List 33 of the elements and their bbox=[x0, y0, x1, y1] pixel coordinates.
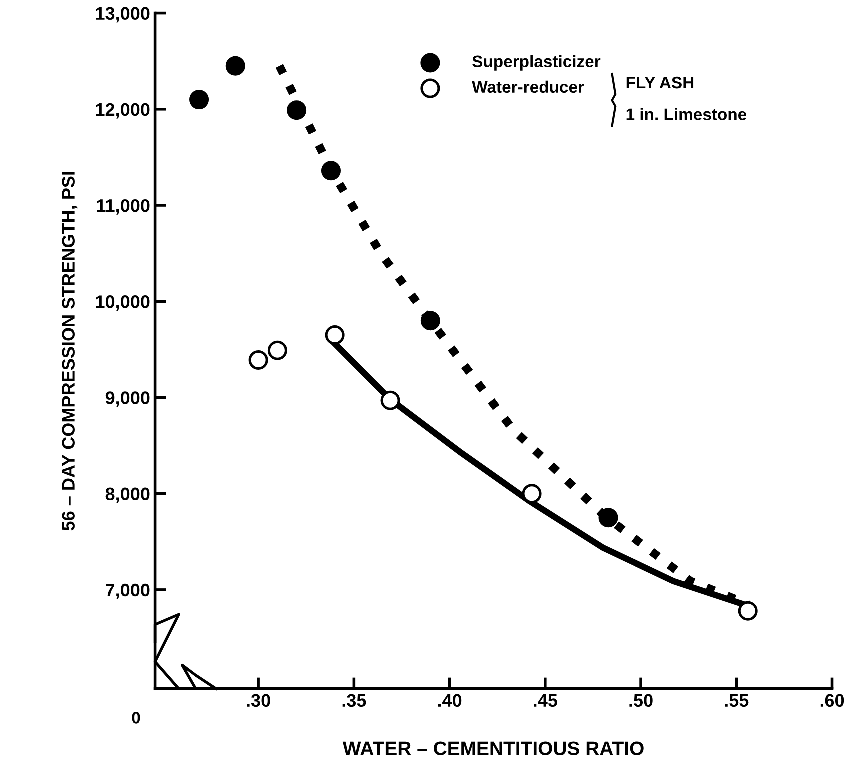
y-tick-label: 10,000 bbox=[96, 296, 150, 311]
y-tick-label: 12,000 bbox=[96, 103, 150, 119]
point bbox=[321, 161, 341, 181]
y-tick-label: 11,000 bbox=[97, 199, 150, 215]
y-tick-label: 8,000 bbox=[106, 488, 150, 504]
x-tick-label: .40 bbox=[438, 694, 462, 708]
point bbox=[248, 350, 268, 370]
text: 0 bbox=[132, 712, 140, 724]
annotation: FLY ASH bbox=[626, 76, 694, 89]
point bbox=[190, 90, 210, 110]
x-tick-label: .60 bbox=[820, 694, 844, 708]
point bbox=[420, 311, 440, 331]
point bbox=[522, 484, 542, 504]
annotation: 1 in. Limestone bbox=[626, 108, 747, 120]
legend-label: Water-reducer bbox=[472, 80, 584, 94]
x-tick-label: .30 bbox=[247, 694, 270, 708]
x-tick-label: .50 bbox=[630, 694, 653, 708]
y-tick-label: 13,000 bbox=[96, 7, 150, 23]
y-axis-title: 56 – DAY COMPRESSION STRENGTH, PSI bbox=[62, 172, 78, 531]
point bbox=[738, 601, 758, 621]
point bbox=[268, 340, 288, 360]
point bbox=[226, 56, 246, 76]
y-tick-label: 9,000 bbox=[106, 392, 150, 408]
point bbox=[380, 390, 400, 410]
x-tick-label: .55 bbox=[725, 694, 749, 708]
point bbox=[287, 100, 307, 120]
point bbox=[598, 508, 618, 528]
x-tick-label: .45 bbox=[534, 694, 558, 708]
legend-label: Superplasticizer bbox=[472, 55, 601, 71]
x-axis-title: WATER – CEMENTITIOUS RATIO bbox=[342, 742, 644, 756]
y-tick-label: 7,000 bbox=[106, 584, 150, 600]
point bbox=[325, 326, 345, 346]
x-tick-label: .35 bbox=[342, 694, 366, 708]
